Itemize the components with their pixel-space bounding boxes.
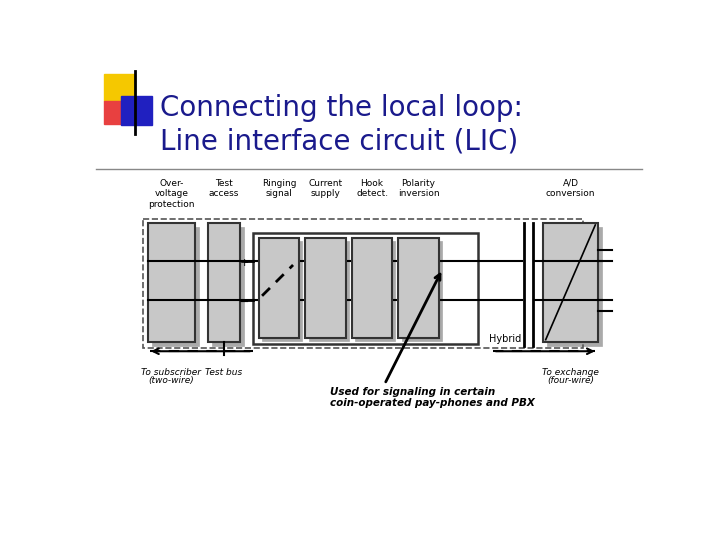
Bar — [402, 241, 442, 341]
Bar — [104, 74, 135, 101]
Bar — [143, 219, 583, 348]
Text: Current
supply: Current supply — [309, 179, 343, 198]
Bar — [259, 238, 300, 338]
Bar — [544, 222, 598, 342]
Bar — [398, 238, 438, 338]
Text: Over-
voltage
protection: Over- voltage protection — [148, 179, 194, 208]
Bar — [355, 241, 395, 341]
Text: To exchange: To exchange — [542, 368, 599, 377]
Text: Used for signaling in certain
coin-operated pay-phones and PBX: Used for signaling in certain coin-opera… — [330, 387, 535, 408]
Bar — [305, 238, 346, 338]
Bar — [121, 96, 152, 125]
Bar — [104, 101, 135, 124]
Text: Connecting the local loop:: Connecting the local loop: — [160, 94, 523, 122]
Text: +: + — [240, 259, 250, 268]
Bar — [212, 226, 244, 346]
Text: Polarity
inversion: Polarity inversion — [397, 179, 439, 198]
Bar — [309, 241, 349, 341]
Text: Test bus: Test bus — [205, 368, 243, 377]
Bar — [208, 222, 240, 342]
Text: Ringing
signal: Ringing signal — [262, 179, 297, 198]
Bar — [148, 222, 194, 342]
Text: Line interface circuit (LIC): Line interface circuit (LIC) — [160, 128, 518, 156]
Text: To subscriber: To subscriber — [141, 368, 202, 377]
Text: (four-wire): (four-wire) — [547, 376, 594, 385]
Text: Hybrid: Hybrid — [488, 334, 521, 343]
Text: −: − — [239, 295, 250, 308]
Text: Hook
detect.: Hook detect. — [356, 179, 388, 198]
Bar — [547, 226, 601, 346]
Text: A/D
conversion: A/D conversion — [546, 179, 595, 198]
Text: (two-wire): (two-wire) — [148, 376, 194, 385]
Bar — [152, 226, 199, 346]
Text: Test
access: Test access — [209, 179, 239, 198]
Bar — [352, 238, 392, 338]
Bar — [253, 233, 477, 345]
Bar — [262, 241, 302, 341]
